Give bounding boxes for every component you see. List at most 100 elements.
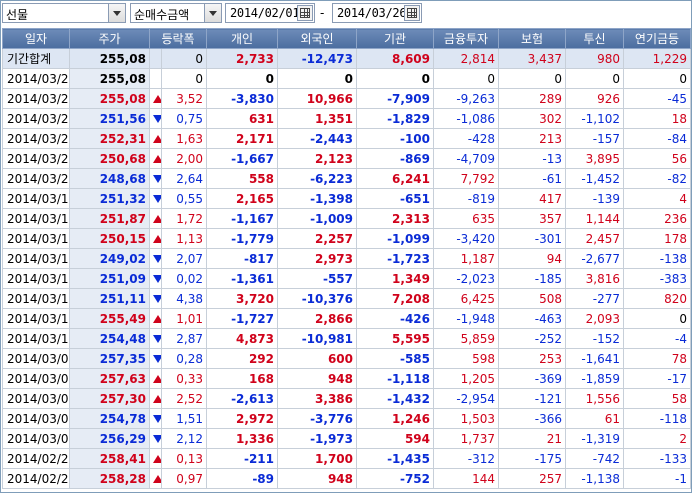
table-row[interactable]: 2014/03/05 257,30 2,52 -2,613 3,386 -1,432 -2,… — [2, 388, 691, 409]
calendar-icon[interactable] — [404, 5, 420, 21]
triangle-up-icon — [153, 154, 161, 163]
cell-change: 2,52 — [161, 388, 207, 409]
start-date-value: 2014/02/01 — [230, 6, 300, 20]
triangle-up-icon — [153, 474, 161, 483]
market-select[interactable]: 선물 — [2, 3, 126, 23]
cell-institution: -585 — [356, 348, 434, 369]
cell-insurance: -463 — [498, 308, 566, 329]
cell-foreign: 2,257 — [277, 228, 357, 249]
cell-insurance: -366 — [498, 408, 566, 429]
table-row[interactable]: 2014/03/26 255,08 3,52 -3,830 10,966 -7,909 -9… — [2, 88, 691, 109]
cell-change-direction — [149, 288, 162, 309]
cell-foreign: -557 — [277, 268, 357, 289]
cell-change: 0,33 — [161, 368, 207, 389]
cell-insurance: 0 — [498, 68, 566, 89]
column-header-change[interactable]: 등락폭 — [149, 28, 207, 49]
cell-institution: 6,241 — [356, 168, 434, 189]
triangle-down-icon — [153, 294, 161, 303]
cell-foreign: 2,866 — [277, 308, 357, 329]
cell-trust: -1,102 — [565, 108, 624, 129]
end-date-field[interactable]: 2014/03/26 — [332, 3, 422, 23]
cell-foreign: 2,973 — [277, 248, 357, 269]
cell-fin: -819 — [433, 188, 499, 209]
metric-select[interactable]: 순매수금액 — [130, 3, 222, 23]
table-row[interactable]: 2014/03/20 248,68 2,64 558 -6,223 6,241 7,792-… — [2, 168, 691, 189]
triangle-up-icon — [153, 374, 161, 383]
cell-date: 2014/03/24 — [2, 128, 70, 149]
cell-date: 2014/03/27 — [2, 68, 70, 89]
cell-fin: 1,737 — [433, 428, 499, 449]
cell-price: 254,48 — [69, 328, 150, 349]
cell-change-direction — [149, 348, 162, 369]
column-header-foreign[interactable]: 외국인 — [277, 28, 357, 49]
column-header-investment-trust[interactable]: 투신 — [565, 28, 624, 49]
table-row[interactable]: 2014/03/24 252,31 1,63 2,171 -2,443 -100 -428 2… — [2, 128, 691, 149]
cell-fin: 6,425 — [433, 288, 499, 309]
cell-change-direction — [149, 428, 162, 449]
cell-change: 0,97 — [161, 468, 207, 489]
cell-trust: -742 — [565, 448, 624, 469]
table-row[interactable]: 2014/03/14 249,02 2,07 -817 2,973 -1,723 1,187… — [2, 248, 691, 269]
cell-individual: 3,720 — [206, 288, 278, 309]
investor-trading-table: 일자 주가 등락폭 개인 외국인 기관 금융투자 보험 투신 연기금등 기간합계… — [2, 28, 691, 489]
cell-date: 2014/03/03 — [2, 428, 70, 449]
cell-institution: -7,909 — [356, 88, 434, 109]
cell-change-direction — [149, 448, 162, 469]
cell-price: 251,11 — [69, 288, 150, 309]
cell-date: 기간합계 — [2, 48, 70, 69]
triangle-down-icon — [153, 194, 161, 203]
cell-individual: -1,727 — [206, 308, 278, 329]
cell-insurance: -175 — [498, 448, 566, 469]
table-row[interactable]: 2014/03/11 255,49 1,01 -1,727 2,866 -426 -1,94… — [2, 308, 691, 329]
column-header-price[interactable]: 주가 — [69, 28, 150, 49]
table-row[interactable]: 2014/03/12 251,11 4,38 3,720 -10,376 7,208 6,4… — [2, 288, 691, 309]
column-header-financial-investment[interactable]: 금융투자 — [433, 28, 499, 49]
table-row[interactable]: 2014/03/18 251,87 1,72 -1,167 -1,009 2,313 635… — [2, 208, 691, 229]
cell-institution: -1,723 — [356, 248, 434, 269]
cell-date: 2014/03/07 — [2, 348, 70, 369]
cell-change: 4,38 — [161, 288, 207, 309]
table-row[interactable]: 2014/03/19 251,32 0,55 2,165 -1,398 -651 -819 4… — [2, 188, 691, 209]
cell-trust: -277 — [565, 288, 624, 309]
calendar-icon[interactable] — [297, 5, 313, 21]
cell-trust: -1,641 — [565, 348, 624, 369]
chevron-down-icon[interactable] — [108, 4, 125, 22]
table-row[interactable]: 2014/02/28 258,41 0,13 -211 1,700 -1,435 -312-… — [2, 448, 691, 469]
table-row[interactable]: 2014/02/27 258,28 0,97 -89 948 -752 144 257 -1,1… — [2, 468, 691, 489]
start-date-field[interactable]: 2014/02/01 — [225, 3, 315, 23]
triangle-down-icon — [153, 254, 161, 263]
column-header-pension[interactable]: 연기금등 — [623, 28, 691, 49]
cell-insurance: 3,437 — [498, 48, 566, 69]
cell-change: 3,52 — [161, 88, 207, 109]
table-row[interactable]: 2014/03/17 250,15 1,13 -1,779 2,257 -1,099 -3,… — [2, 228, 691, 249]
table-row[interactable]: 2014/03/21 250,68 2,00 -1,667 2,123 -869 -4,70… — [2, 148, 691, 169]
table-row[interactable]: 2014/03/13 251,09 0,02 -1,361 -557 1,349 -2,02… — [2, 268, 691, 289]
cell-change: 0 — [161, 68, 207, 89]
cell-insurance: 417 — [498, 188, 566, 209]
table-row[interactable]: 2014/03/10 254,48 2,87 4,873 -10,981 5,595 5,8… — [2, 328, 691, 349]
cell-individual: -211 — [206, 448, 278, 469]
cell-trust: -1,452 — [565, 168, 624, 189]
table-row[interactable]: 2014/03/06 257,63 0,33 168 948 -1,118 1,205 -36… — [2, 368, 691, 389]
column-header-institution[interactable]: 기관 — [356, 28, 434, 49]
cell-price: 249,02 — [69, 248, 150, 269]
cell-foreign: -10,981 — [277, 328, 357, 349]
table-row[interactable]: 2014/03/07 257,35 0,28 292 600 -585 598 253 -1,6… — [2, 348, 691, 369]
summary-row[interactable]: 기간합계 255,08 0 2,733 -12,473 8,609 2,814 3,437 98… — [2, 48, 691, 69]
column-header-date[interactable]: 일자 — [2, 28, 70, 49]
chevron-down-icon[interactable] — [204, 4, 221, 22]
table-row[interactable]: 2014/03/25 251,56 0,75 631 1,351 -1,829 -1,086… — [2, 108, 691, 129]
cell-foreign: -6,223 — [277, 168, 357, 189]
table-header-row: 일자 주가 등락폭 개인 외국인 기관 금융투자 보험 투신 연기금등 — [2, 28, 691, 49]
table-row[interactable]: 2014/03/03 256,29 2,12 1,336 -1,973 594 1,737 2… — [2, 428, 691, 449]
table-body: 기간합계 255,08 0 2,733 -12,473 8,609 2,814 3,437 98… — [2, 48, 691, 489]
cell-foreign: 0 — [277, 68, 357, 89]
cell-price: 250,68 — [69, 148, 150, 169]
table-row[interactable]: 2014/03/04 254,78 1,51 2,972 -3,776 1,246 1,50… — [2, 408, 691, 429]
cell-foreign: -2,443 — [277, 128, 357, 149]
table-row[interactable]: 2014/03/27 255,08 0 0 0 0 0 0 0 0 — [2, 68, 691, 89]
cell-insurance: -369 — [498, 368, 566, 389]
column-header-individual[interactable]: 개인 — [206, 28, 278, 49]
column-header-insurance[interactable]: 보험 — [498, 28, 566, 49]
cell-insurance: 94 — [498, 248, 566, 269]
